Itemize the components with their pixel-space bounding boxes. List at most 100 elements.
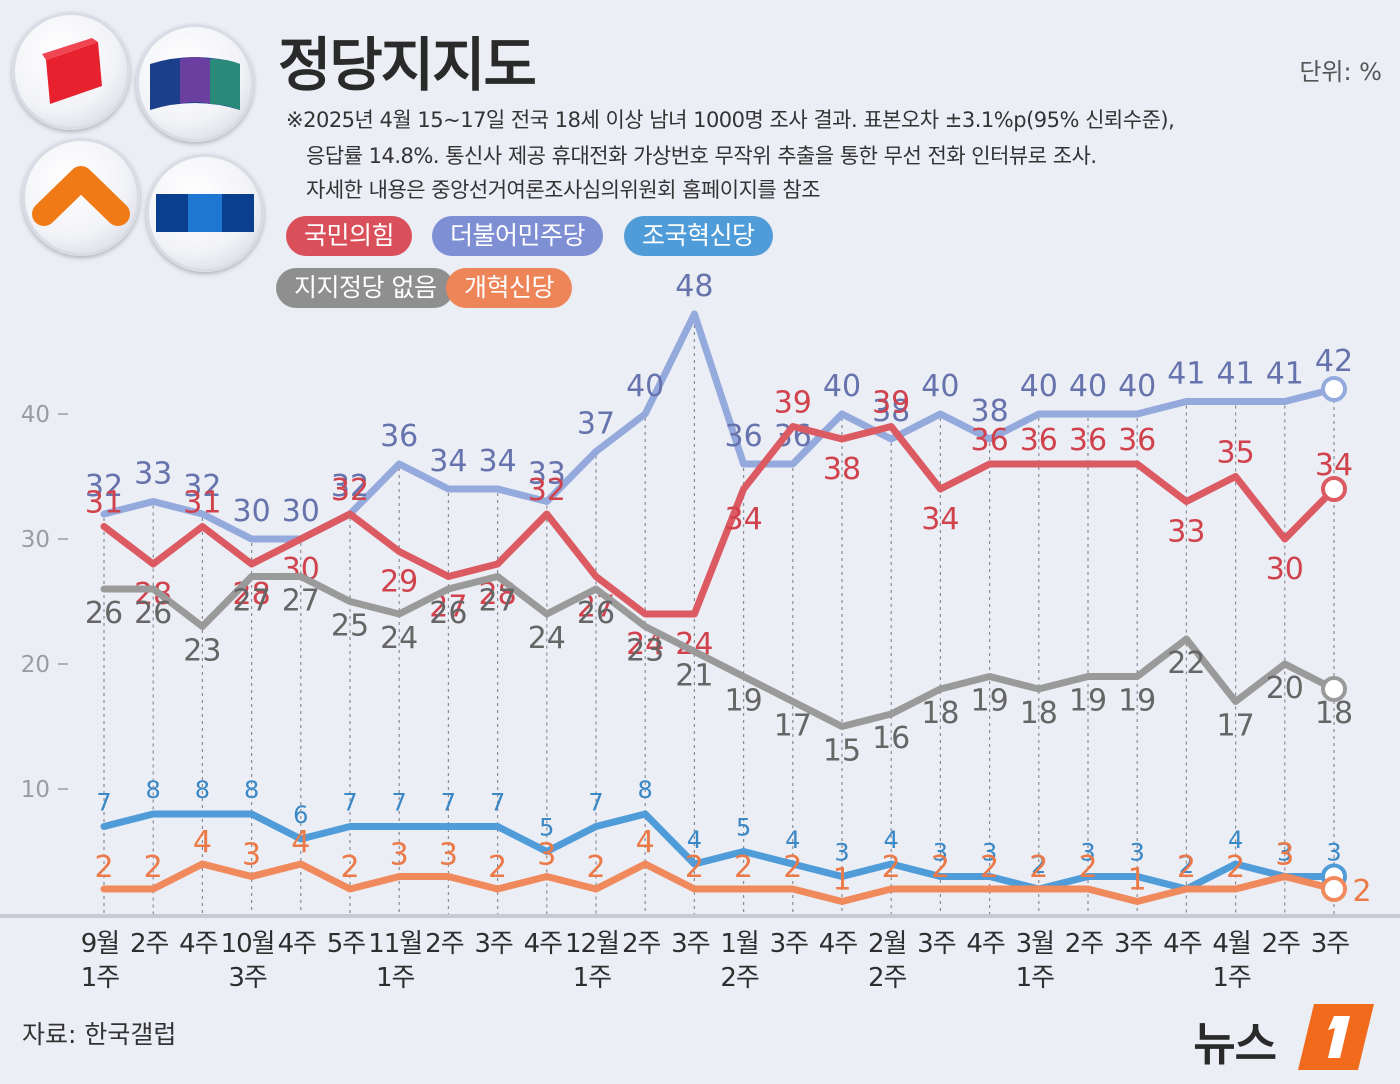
data-label-s2-7: 26 [429, 596, 467, 631]
x-tick-label-23-1: 1주 [1212, 963, 1251, 993]
ppp-logo [12, 12, 130, 130]
data-label-s3-4: 6 [293, 801, 308, 829]
data-label-s0-11: 40 [626, 369, 664, 404]
x-axis-baseline [0, 914, 1400, 918]
data-label-s1-21: 36 [1118, 423, 1156, 458]
data-label-s3-12: 4 [687, 826, 702, 854]
data-label-s4-13: 2 [734, 850, 753, 885]
data-label-s0-21: 40 [1118, 369, 1156, 404]
x-tick-label-7-0: 2주 [425, 929, 464, 959]
series-line-2 [100, 573, 1338, 730]
survey-note-line-3: 자세한 내용은 중앙선거여론조사심의위원회 홈페이지를 참조 [306, 178, 821, 202]
data-label-s1-5: 32 [331, 473, 369, 508]
x-tick-label-13-0: 1월 [720, 929, 758, 959]
data-label-s0-6: 36 [380, 419, 418, 454]
y-tick-label-30: 30 [21, 527, 50, 553]
data-label-s2-6: 24 [380, 621, 418, 656]
data-label-s0-5: 32 [331, 469, 369, 504]
data-label-s4-11: 4 [636, 825, 655, 860]
data-label-s4-23: 2 [1226, 850, 1245, 885]
x-tick-label-14-0: 3주 [770, 929, 809, 959]
data-label-s3-17: 3 [933, 839, 948, 867]
data-label-s4-14: 2 [783, 850, 802, 885]
data-label-s0-13: 36 [725, 419, 763, 454]
legend-ppp: 국민의힘 [286, 216, 413, 256]
x-tick-label-17-0: 3주 [917, 929, 956, 959]
data-label-s2-16: 16 [872, 721, 910, 756]
data-label-s0-15: 40 [823, 369, 861, 404]
data-label-s1-23: 35 [1217, 436, 1255, 471]
data-label-s3-16: 4 [884, 826, 899, 854]
data-label-s1-17: 34 [921, 502, 959, 537]
data-label-s4-18: 2 [980, 850, 999, 885]
x-tick-label-18-0: 4주 [966, 929, 1005, 959]
data-label-s4-6: 3 [390, 838, 409, 873]
x-tick-label-5-0: 5주 [327, 929, 366, 959]
data-label-s0-12: 48 [675, 269, 713, 304]
data-label-s4-9: 3 [537, 838, 556, 873]
data-label-s4-15: 1 [832, 863, 851, 898]
democratic-party-logo [136, 24, 254, 142]
brand-text: 뉴스 [1193, 1017, 1277, 1071]
x-tick-label-6-1: 1주 [376, 963, 415, 993]
data-label-s1-9: 32 [528, 473, 566, 508]
data-label-s2-4: 27 [282, 584, 320, 619]
data-label-s3-3: 8 [244, 776, 259, 804]
x-tick-label-6-0: 11월 [368, 929, 422, 959]
data-label-s4-10: 2 [586, 850, 605, 885]
data-label-s4-2: 4 [193, 825, 212, 860]
x-tick-label-10-0: 12월 [565, 929, 619, 959]
data-label-s3-0: 7 [96, 789, 111, 817]
data-label-s2-17: 18 [921, 696, 959, 731]
survey-note-line-2: 응답률 14.8%. 통신사 제공 휴대전화 가상번호 무작위 추출을 통한 무… [306, 144, 1097, 168]
unit-label: 단위: % [1299, 58, 1382, 86]
legend-no-party: 지지정당 없음 [276, 268, 455, 308]
data-label-s1-0: 31 [85, 486, 123, 521]
data-label-s3-24: 3 [1277, 839, 1292, 867]
data-label-s2-3: 27 [233, 584, 271, 619]
x-tick-label-11-0: 2주 [622, 929, 661, 959]
data-label-s3-7: 7 [441, 789, 456, 817]
data-label-s2-12: 21 [675, 659, 713, 694]
data-label-s1-13: 34 [725, 502, 763, 537]
data-label-s3-10: 7 [588, 789, 603, 817]
data-label-s2-2: 23 [183, 634, 221, 669]
chart-title: 정당지지도 [278, 31, 537, 99]
data-label-s3-9: 5 [539, 814, 554, 842]
x-tick-label-13-1: 2주 [720, 963, 759, 993]
data-label-s4-5: 2 [340, 850, 359, 885]
data-label-s3-20: 3 [1080, 839, 1095, 867]
data-label-s2-13: 19 [725, 684, 763, 719]
data-label-s2-5: 25 [331, 609, 369, 644]
data-label-s0-22: 41 [1167, 357, 1205, 392]
data-label-s0-1: 33 [134, 457, 172, 492]
survey-note-line-1: ※2025년 4월 15~17일 전국 18세 이상 남녀 1000명 조사 결… [286, 108, 1175, 132]
data-label-s0-9: 33 [528, 457, 566, 492]
y-tick-label-10: 10 [21, 777, 50, 803]
x-tick-label-22-0: 4주 [1163, 929, 1202, 959]
data-label-s1-2: 31 [183, 486, 221, 521]
y-tick-label-20: 20 [21, 652, 50, 678]
x-tick-label-25-0: 3주 [1311, 929, 1350, 959]
series-line-1 [100, 423, 1338, 618]
data-label-s1-3: 28 [233, 577, 271, 612]
data-label-s0-2: 32 [183, 469, 221, 504]
data-label-s4-24: 3 [1275, 838, 1294, 873]
data-label-s2-0: 26 [85, 596, 123, 631]
source-label: 자료: 한국갤럽 [22, 1020, 177, 1049]
data-label-s4-17: 2 [931, 850, 950, 885]
data-label-s3-21: 3 [1130, 839, 1145, 867]
x-tick-label-10-1: 1주 [573, 963, 612, 993]
data-label-s2-11: 23 [626, 634, 664, 669]
data-label-s1-19: 36 [1020, 423, 1058, 458]
x-tick-label-21-0: 3주 [1114, 929, 1153, 959]
legend-democratic: 더불어민주당 [432, 216, 604, 256]
data-label-s1-15: 38 [823, 452, 861, 487]
data-label-s3-22: 2 [1179, 851, 1194, 879]
x-tick-label-12-0: 3주 [671, 929, 710, 959]
data-label-s2-21: 19 [1118, 684, 1156, 719]
data-label-s0-23: 41 [1217, 357, 1255, 392]
x-tick-label-15-0: 4주 [819, 929, 858, 959]
x-tick-label-16-0: 2월 [868, 929, 906, 959]
